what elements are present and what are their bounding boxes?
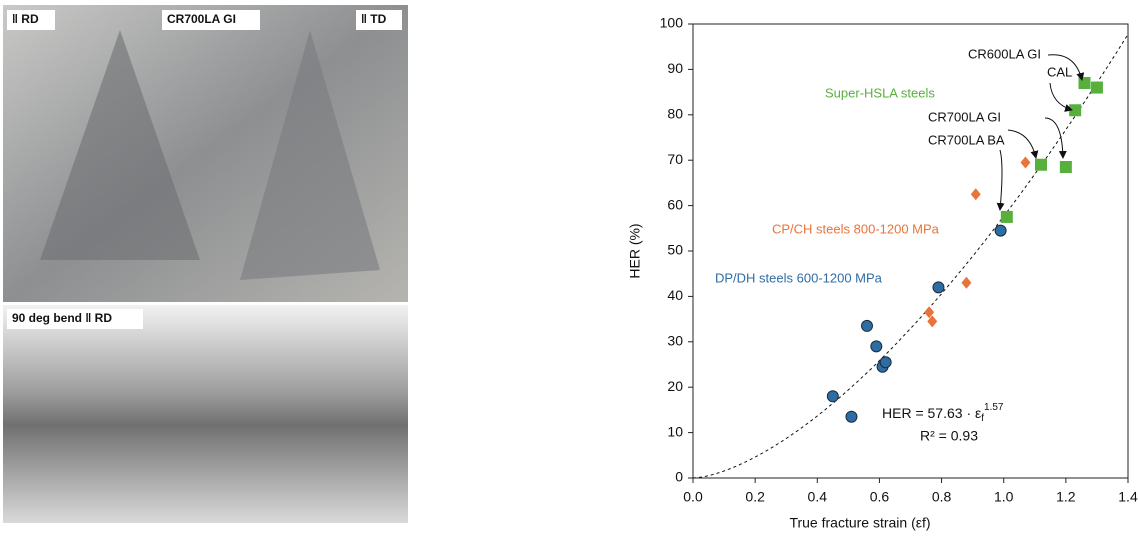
x-tick-label: 0.4 (808, 489, 828, 505)
y-tick-label: 40 (667, 287, 683, 303)
photos: ‖ RD CR700LA GI ‖ TD 90 deg bend ‖ RD (3, 5, 408, 523)
y-tick-label: 70 (667, 151, 683, 167)
y-axis-title: HER (%) (627, 223, 643, 278)
point (994, 224, 1007, 237)
equation-sup: 1.57 (984, 402, 1004, 413)
y-tick-label: 50 (667, 242, 683, 258)
equation-sub: f (981, 413, 984, 424)
x-tick-label: 0.6 (870, 489, 890, 505)
point (861, 319, 873, 332)
point (826, 390, 839, 403)
photo-bend (3, 305, 408, 523)
point (932, 281, 945, 294)
y-tick-label: 20 (667, 378, 683, 394)
point (1059, 161, 1072, 174)
point (924, 306, 935, 319)
annotation: CR700LA BA (928, 132, 1005, 147)
point (845, 410, 858, 423)
point (927, 315, 938, 328)
point (1090, 81, 1103, 94)
x-tick-label: 1.2 (1056, 489, 1076, 505)
x-tick-label: 1.0 (994, 489, 1014, 505)
point (961, 276, 972, 289)
series-label: Super-HSLA steels (825, 85, 935, 100)
point (1078, 77, 1091, 90)
annotation: CR600LA GI (968, 46, 1041, 61)
y-tick-label: 60 (667, 196, 683, 212)
series-label: CP/CH steels 800-1200 MPa (772, 221, 940, 236)
y-tick-label: 90 (667, 60, 683, 76)
point (1035, 158, 1047, 171)
annotation-arrow (1007, 129, 1039, 159)
x-tick-label: 0.8 (932, 489, 952, 505)
annotation: CR700LA GI (928, 109, 1001, 124)
point (1020, 156, 1031, 169)
y-tick-label: 100 (660, 15, 684, 31)
point (870, 340, 883, 353)
label-box (7, 309, 143, 329)
x-tick-label: 0.2 (745, 489, 765, 505)
y-tick-label: 10 (667, 423, 683, 439)
equation-text: HER = 57.63 · ε (882, 405, 981, 421)
label-box (356, 10, 402, 30)
y-tick-label: 80 (667, 106, 683, 122)
annotation-arrow (1044, 117, 1067, 159)
annotation-arrow (996, 149, 1005, 211)
label-box (162, 10, 260, 30)
point (1000, 210, 1013, 223)
annotation-arrow (1049, 82, 1073, 112)
x-tick-label: 0.0 (683, 489, 703, 505)
series-label: DP/DH steels 600-1200 MPa (715, 270, 883, 285)
equation: HER = 57.63 · εf1.57 (882, 402, 1004, 424)
point (970, 188, 981, 201)
x-tick-label: 1.4 (1118, 489, 1138, 505)
photo-label: ‖ RD (12, 12, 39, 26)
point (879, 356, 892, 369)
point (1069, 104, 1082, 117)
specimen (240, 30, 380, 280)
specimen (40, 30, 200, 260)
photo-label: ‖ TD (361, 12, 387, 26)
equation-box (876, 400, 1034, 452)
annotation: CAL (1047, 64, 1072, 79)
y-tick-label: 30 (667, 333, 683, 349)
label-box (7, 10, 55, 30)
y-tick-label: 0 (675, 469, 683, 485)
annotation-arrow (1047, 54, 1085, 81)
photo-label: CR700LA GI (167, 12, 236, 26)
x-axis-title: True fracture strain (εf) (789, 515, 930, 531)
r-squared: R² = 0.93 (920, 428, 978, 444)
photo-label: 90 deg bend ‖ RD (12, 311, 112, 325)
